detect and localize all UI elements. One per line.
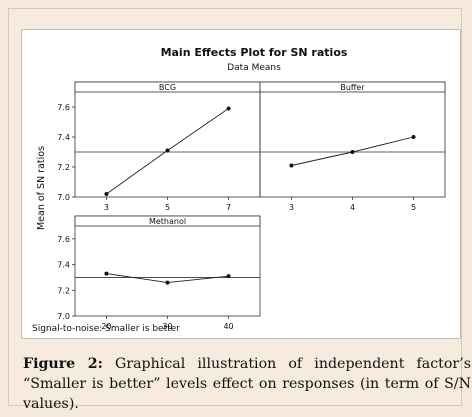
main-effects-chart: Main Effects Plot for SN ratios Data Mea…: [32, 46, 446, 334]
data-point: [226, 274, 231, 279]
y-axis-label: Mean of SN ratios: [36, 146, 47, 230]
data-point: [226, 106, 231, 111]
x-tick-label: 20: [101, 322, 111, 331]
x-tick-label: 3: [104, 203, 109, 212]
figure-frame: Main Effects Plot for SN ratios Data Mea…: [8, 8, 471, 412]
chart-title: Main Effects Plot for SN ratios: [161, 46, 348, 59]
y-tick-label: 7.2: [57, 163, 70, 172]
data-point: [350, 150, 355, 154]
panel-border: [74, 81, 261, 198]
x-tick-label: 30: [162, 322, 172, 331]
panel-header-label: BCG: [159, 83, 176, 92]
caption-label: Figure 2:: [23, 356, 103, 372]
panel-header: [74, 215, 261, 227]
x-tick-label: 3: [289, 203, 294, 212]
y-tick-label: 7.0: [57, 312, 70, 321]
x-tick-label: 5: [165, 203, 170, 212]
panel-border: [74, 215, 261, 317]
panel-header-label: Methanol: [149, 217, 186, 226]
y-tick-label: 7.0: [57, 193, 70, 202]
plot-area: Main Effects Plot for SN ratios Data Mea…: [21, 29, 461, 339]
panel-border: [259, 81, 446, 198]
data-point: [289, 163, 294, 168]
signal-noise-note: Signal-to-noise: Smaller is better: [32, 324, 180, 334]
figure-caption: Figure 2: Graphical illustration of inde…: [23, 354, 471, 414]
y-tick-label: 7.2: [57, 286, 70, 295]
y-tick-label: 7.6: [57, 103, 70, 112]
panel-bcg: BCG 7.0 7.2 7.4 7.6 3 5 7: [57, 81, 261, 212]
x-tick-label: 5: [411, 203, 416, 212]
panel-header-label: Buffer: [340, 83, 365, 92]
caption-text: Graphical illustration of independent fa…: [23, 356, 471, 412]
x-tick-label: 7: [226, 203, 231, 212]
panel-methanol: Methanol 7.0 7.2 7.4 7.6 20 30 40: [57, 215, 261, 331]
chart-subtitle: Data Means: [227, 63, 281, 73]
data-point: [411, 135, 416, 139]
data-point: [165, 280, 170, 285]
x-tick-label: 4: [350, 203, 355, 212]
x-tick-label: 40: [223, 322, 233, 331]
y-tick-label: 7.6: [57, 235, 70, 244]
y-tick-label: 7.4: [57, 133, 70, 142]
y-tick-label: 7.4: [57, 261, 70, 270]
data-point: [165, 148, 170, 153]
panel-header: [259, 81, 446, 93]
data-point: [104, 271, 109, 276]
panel-buffer: Buffer 3 4 5: [259, 81, 446, 212]
data-point: [104, 192, 109, 196]
